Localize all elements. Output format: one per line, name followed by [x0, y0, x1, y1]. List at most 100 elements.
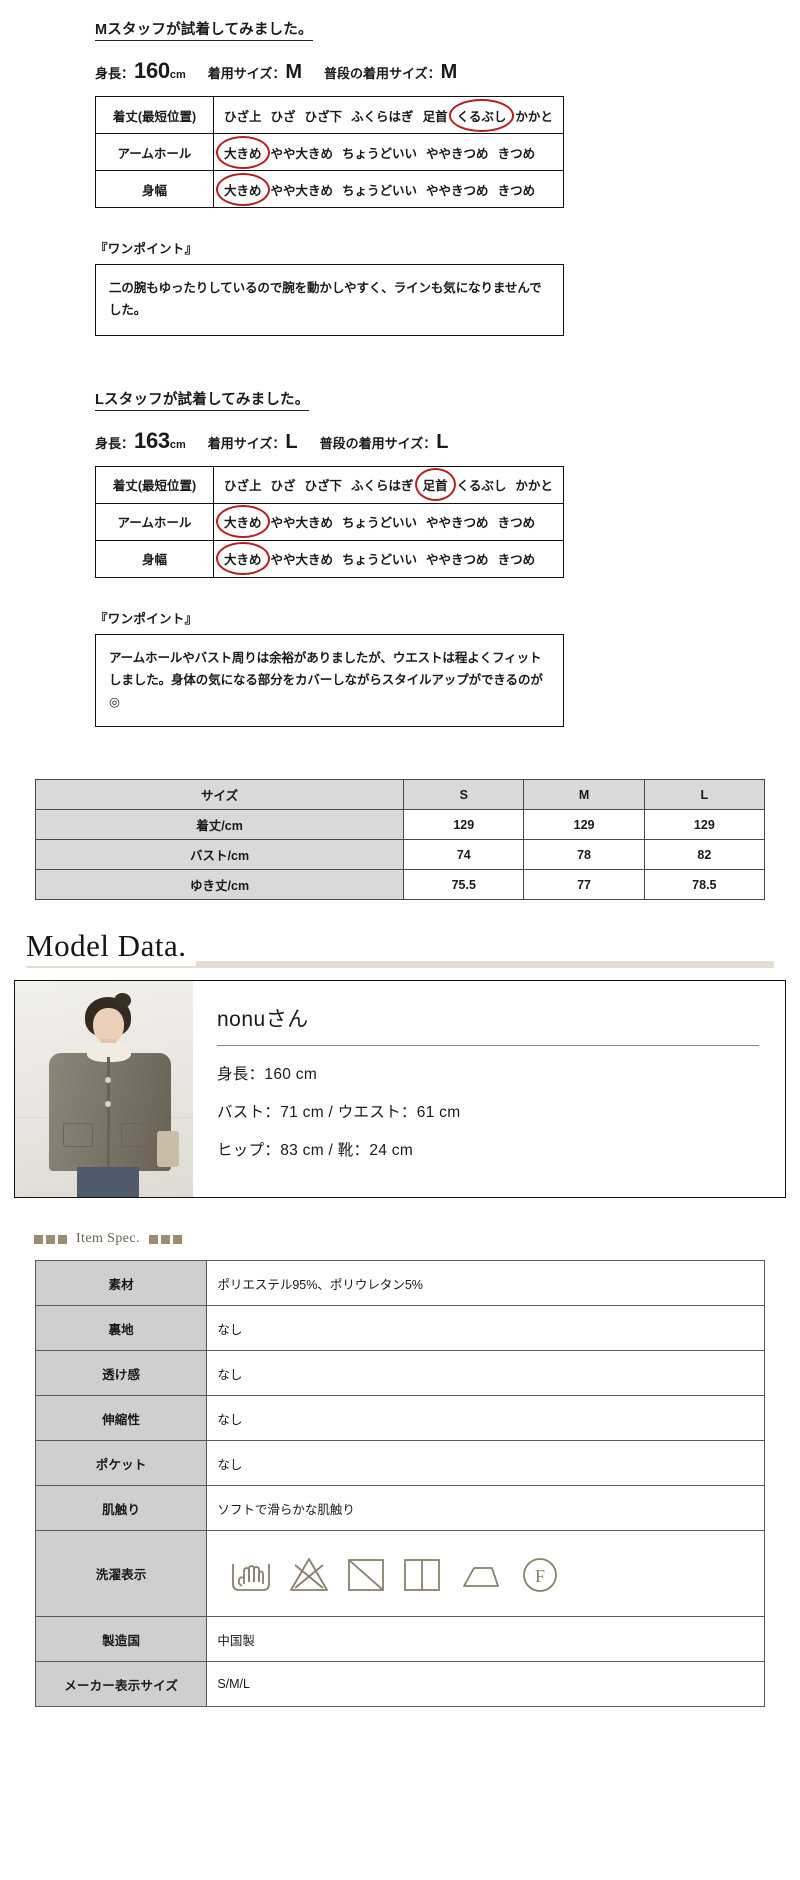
item-spec-row: 裏地 なし	[34, 1305, 765, 1352]
fit-option: ちょうどいい	[342, 183, 418, 198]
onepoint-title: 『ワンポイント』	[95, 611, 198, 626]
size-chart-header-row: サイズ S M L	[34, 779, 766, 811]
item-spec-row: 肌触り ソフトで滑らかな肌触り	[34, 1485, 765, 1532]
model-photo	[15, 981, 193, 1198]
model-info: nonuさん 身長：160 cm バスト：71 cm / ウエスト：61 cm …	[193, 981, 785, 1197]
item-spec-value: F	[206, 1530, 765, 1618]
worn-size-value: M	[285, 61, 303, 83]
size-chart-body: 着丈/cm 129 129 129 バスト/cm 74 78 82 ゆき丈/cm 75.5 77 78…	[34, 809, 766, 901]
fit-option: かかと	[515, 479, 553, 494]
model-data-section-header: Model Data.	[0, 926, 800, 972]
usual-size-label: 普段の着用サイズ：	[324, 66, 441, 81]
item-spec-value: ソフトで滑らかな肌触り	[206, 1485, 765, 1532]
fit-option: きつめ	[497, 553, 536, 568]
item-spec-row: ポケット なし	[34, 1440, 765, 1487]
size-chart-cell: 77	[523, 869, 645, 901]
fit-option: ひざ上	[224, 109, 262, 124]
fit-row: アームホール 大きめ やや大きめ ちょうどいい ややきつめ きつめ	[95, 502, 564, 541]
height-unit: cm	[169, 69, 186, 81]
fit-assessment-table-l: 着丈(最短位置) ひざ上 ひざ ひざ下 ふくらはぎ 足首 くるぶし かかと アームホール 大きめや…	[95, 465, 564, 578]
fit-row-options: 大きめ やや大きめ ちょうどいい ややきつめ きつめ	[213, 133, 564, 171]
height-value: 160	[134, 58, 170, 83]
fit-option-selected: 大きめ	[216, 172, 269, 206]
item-spec-key: 透け感	[34, 1350, 208, 1397]
fit-row: 身幅 大きめ やや大きめ ちょうどいい ややきつめ きつめ	[95, 170, 564, 208]
worn-size-label: 着用サイズ：	[207, 66, 286, 81]
fit-option: やや大きめ	[270, 183, 334, 198]
fit-row-label: アームホール	[95, 502, 214, 541]
fit-row: 着丈(最短位置) ひざ上 ひざ ひざ下 ふくらはぎ 足首 くるぶし かかと	[95, 96, 564, 134]
size-chart-cell: 74	[403, 839, 525, 871]
worn-size-value: L	[285, 430, 298, 453]
size-chart-cell: 129	[643, 809, 766, 841]
fit-option: きつめ	[497, 516, 536, 531]
svg-text:F: F	[535, 1566, 545, 1586]
fit-option: かかと	[515, 109, 553, 124]
size-chart-corner-header: サイズ	[34, 779, 405, 811]
item-spec-key: メーカー表示サイズ	[34, 1661, 208, 1708]
item-spec-body: 素材 ポリエステル95%、ポリウレタン5% 裏地 なし 透け感 なし 伸縮性 なし ポケット なし…	[34, 1260, 765, 1708]
fit-row: 身幅 大きめ やや大きめ ちょうどいい ややきつめ きつめ	[95, 539, 564, 578]
fit-option: くるぶし	[456, 479, 507, 494]
size-chart-row-label: ゆき丈/cm	[34, 869, 405, 901]
fit-option: 足首	[422, 109, 448, 124]
fit-option: きつめ	[497, 183, 536, 198]
size-chart-size-header: L	[643, 779, 766, 811]
staff-review-block-m: Mスタッフが試着してみました。 身長： 160 cm 着用サイズ： M 普段の着…	[0, 0, 800, 336]
staff-measurements: 身長： 160 cm 着用サイズ： M 普段の着用サイズ： M	[95, 58, 760, 84]
item-spec-section: 素材 ポリエステル95%、ポリウレタン5% 裏地 なし 透け感 なし 伸縮性 なし ポケット なし…	[0, 1260, 800, 1708]
onepoint-title: 『ワンポイント』	[95, 242, 198, 256]
size-chart-section: サイズ S M L 着丈/cm 129 129 129 バスト/cm 74 78 82 ゆき丈/cm 7…	[0, 779, 800, 901]
fit-row-label: 身幅	[95, 539, 214, 578]
tumble-dry-icon	[348, 1558, 385, 1591]
staff-review-block-l: Lスタッフが試着してみました。 身長： 163 cm 着用サイズ： L 普段の着…	[0, 336, 800, 728]
item-spec-table: 素材 ポリエステル95%、ポリウレタン5% 裏地 なし 透け感 なし 伸縮性 なし ポケット なし…	[34, 1260, 765, 1708]
model-data-title: Model Data.	[26, 926, 197, 967]
item-spec-section-header: Item Spec.	[0, 1228, 800, 1250]
onepoint-text: 二の腕もゆったりしているので腕を動かしやすく、ラインも気になりませんでした。	[95, 264, 564, 336]
fit-option: やや大きめ	[270, 553, 334, 568]
fit-row-options: ひざ上 ひざ ひざ下 ふくらはぎ 足首 くるぶし かかと	[213, 465, 564, 504]
fit-row-options: ひざ上 ひざ ひざ下 ふくらはぎ 足首 くるぶし かかと	[213, 96, 564, 134]
fit-row-options: 大きめ やや大きめ ちょうどいい ややきつめ きつめ	[213, 170, 564, 208]
fit-row: アームホール 大きめ やや大きめ ちょうどいい ややきつめ きつめ	[95, 133, 564, 171]
height-label: 身長：	[95, 66, 135, 81]
fit-option: ふくらはぎ	[351, 109, 414, 124]
fit-option: ひざ	[270, 479, 296, 494]
item-spec-value: S/M/L	[206, 1661, 765, 1708]
usual-size-value: M	[440, 61, 458, 83]
size-chart-row: 着丈/cm 129 129 129	[34, 809, 766, 841]
fit-option: きつめ	[497, 146, 536, 161]
hand-wash-icon	[232, 1563, 271, 1591]
fit-rows-l: 着丈(最短位置) ひざ上 ひざ ひざ下 ふくらはぎ 足首 くるぶし かかと アームホール 大きめや…	[95, 465, 564, 578]
model-measure-line: バスト：71 cm / ウエスト：61 cm	[217, 1104, 461, 1122]
size-chart-cell: 75.5	[403, 869, 525, 901]
height-value: 163	[134, 427, 170, 453]
height-unit: cm	[169, 438, 186, 451]
worn-size-label: 着用サイズ：	[207, 435, 286, 451]
size-chart-cell: 78.5	[643, 869, 766, 901]
item-spec-row: 透け感 なし	[34, 1350, 765, 1397]
fit-row-label: 着丈(最短位置)	[95, 96, 214, 134]
item-spec-key: 洗濯表示	[34, 1530, 208, 1618]
size-chart-row-label: 着丈/cm	[34, 809, 405, 841]
fit-option: やや大きめ	[270, 146, 334, 161]
fit-option: ひざ	[270, 109, 296, 124]
size-chart-head: サイズ S M L	[34, 779, 766, 811]
model-data-rule	[26, 961, 774, 969]
fit-option: ひざ上	[224, 479, 262, 494]
model-name: nonuさん	[217, 1003, 759, 1047]
item-spec-key: 素材	[34, 1260, 208, 1307]
size-chart-row: ゆき丈/cm 75.5 77 78.5	[34, 869, 766, 901]
item-spec-value: なし	[206, 1350, 765, 1397]
size-chart-cell: 82	[643, 839, 766, 871]
fit-option-selected: 大きめ	[216, 135, 269, 169]
fit-option: ひざ下	[304, 109, 343, 124]
fit-option-selected: 足首	[414, 468, 456, 502]
item-spec-key: ポケット	[34, 1440, 208, 1487]
item-spec-row: 伸縮性 なし	[34, 1395, 765, 1442]
item-spec-row: 製造国 中国製	[34, 1616, 765, 1663]
item-spec-row: 素材 ポリエステル95%、ポリウレタン5%	[34, 1260, 765, 1307]
fit-assessment-table-m: 着丈(最短位置) ひざ上 ひざ ひざ下 ふくらはぎ 足首 くるぶし かかと アームホール 大きめや…	[95, 96, 564, 208]
usual-size-value: L	[436, 430, 449, 453]
